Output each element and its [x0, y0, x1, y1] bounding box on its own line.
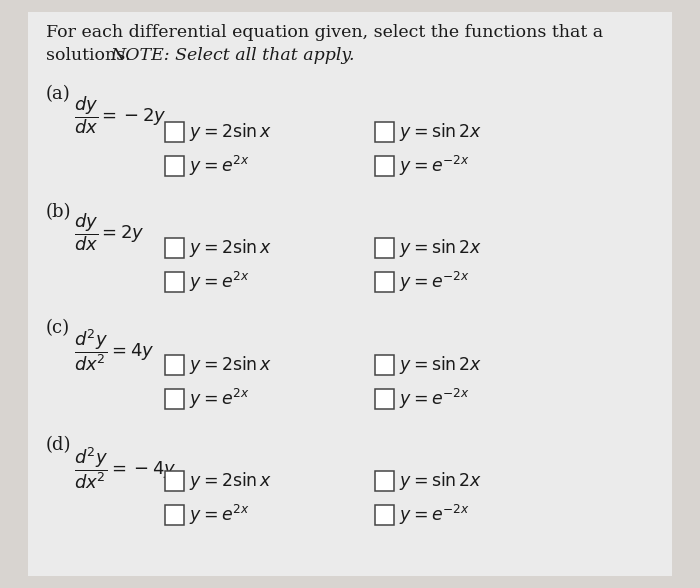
Text: (a): (a) [46, 85, 70, 103]
Text: $y = \sin 2x$: $y = \sin 2x$ [399, 121, 482, 143]
Text: $y = e^{-2x}$: $y = e^{-2x}$ [399, 154, 470, 178]
Bar [164, 238, 184, 258]
Bar [374, 272, 394, 292]
Bar [374, 122, 394, 142]
Text: $y = 2\sin x$: $y = 2\sin x$ [189, 237, 272, 259]
Bar [374, 471, 394, 491]
Bar [374, 505, 394, 525]
Text: NOTE: Select all that apply.: NOTE: Select all that apply. [111, 47, 355, 64]
Bar [374, 156, 394, 176]
Bar [164, 156, 184, 176]
Text: $y = e^{-2x}$: $y = e^{-2x}$ [399, 387, 470, 410]
Text: $\dfrac{dy}{dx} = -2y$: $\dfrac{dy}{dx} = -2y$ [74, 94, 167, 136]
Bar [164, 355, 184, 375]
Text: $y = e^{-2x}$: $y = e^{-2x}$ [399, 503, 470, 527]
Text: (b): (b) [46, 203, 71, 221]
Bar [374, 389, 394, 409]
Bar [374, 355, 394, 375]
Text: $y = \sin 2x$: $y = \sin 2x$ [399, 237, 482, 259]
Text: $y = e^{2x}$: $y = e^{2x}$ [189, 154, 250, 178]
Text: $y = e^{2x}$: $y = e^{2x}$ [189, 270, 250, 294]
Text: $y = \sin 2x$: $y = \sin 2x$ [399, 353, 482, 376]
Text: $\dfrac{d^2y}{dx^2} = -4y$: $\dfrac{d^2y}{dx^2} = -4y$ [74, 445, 176, 491]
Bar [374, 238, 394, 258]
Text: $y = 2\sin x$: $y = 2\sin x$ [189, 353, 272, 376]
Text: (c): (c) [46, 319, 69, 337]
FancyBboxPatch shape [28, 12, 672, 576]
Text: (d): (d) [46, 436, 71, 455]
Bar [164, 389, 184, 409]
Text: $y = e^{-2x}$: $y = e^{-2x}$ [399, 270, 470, 294]
Text: $y = \sin 2x$: $y = \sin 2x$ [399, 470, 482, 492]
Bar [164, 505, 184, 525]
Text: $\dfrac{d^2y}{dx^2} = 4y$: $\dfrac{d^2y}{dx^2} = 4y$ [74, 328, 154, 373]
Text: solutions.: solutions. [46, 47, 136, 64]
Bar [164, 272, 184, 292]
Text: $y = 2\sin x$: $y = 2\sin x$ [189, 121, 272, 143]
Bar [164, 471, 184, 491]
Text: For each differential equation given, select the functions that a: For each differential equation given, se… [46, 24, 603, 41]
Text: $y = e^{2x}$: $y = e^{2x}$ [189, 387, 250, 410]
Text: $y = 2\sin x$: $y = 2\sin x$ [189, 470, 272, 492]
Bar [164, 122, 184, 142]
Text: $y = e^{2x}$: $y = e^{2x}$ [189, 503, 250, 527]
Text: $\dfrac{dy}{dx} = 2y$: $\dfrac{dy}{dx} = 2y$ [74, 212, 144, 253]
